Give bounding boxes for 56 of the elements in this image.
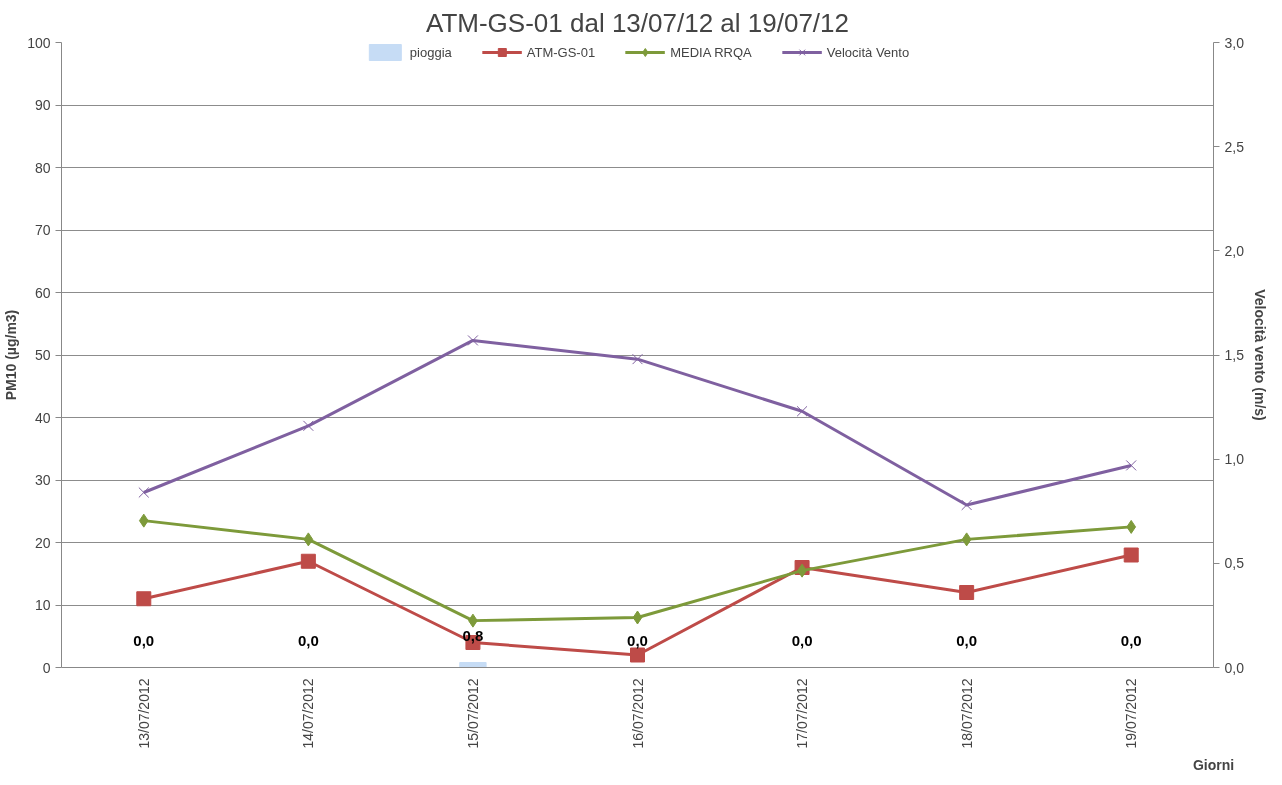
x-tick-label: 16/07/2012 bbox=[629, 678, 646, 749]
y2-tick-label: 2,5 bbox=[1224, 138, 1245, 155]
x-tick-label: 13/07/2012 bbox=[135, 678, 152, 749]
point bbox=[796, 405, 808, 417]
point bbox=[959, 585, 975, 600]
data-label: 0,0 bbox=[956, 631, 978, 649]
y-tick-label: 90 bbox=[34, 97, 51, 113]
point bbox=[138, 513, 149, 528]
point bbox=[961, 532, 972, 547]
x-axis-title: Giorni bbox=[1192, 756, 1235, 773]
data-label: 0,8 bbox=[462, 626, 484, 644]
point bbox=[303, 532, 314, 547]
y-tick-label: 0 bbox=[42, 659, 51, 676]
point bbox=[961, 499, 973, 511]
y-tick-label: 40 bbox=[34, 409, 51, 426]
x-tick-label: 18/07/2012 bbox=[958, 678, 975, 749]
data-label: 0,0 bbox=[133, 631, 155, 649]
legend-label: Velocità Vento bbox=[826, 44, 910, 60]
legend-label: ATM-GS-01 bbox=[526, 44, 596, 60]
point bbox=[1126, 519, 1137, 534]
point bbox=[136, 591, 152, 607]
x-tick-label: 19/07/2012 bbox=[1123, 678, 1140, 749]
y2-tick-label: 1,0 bbox=[1224, 451, 1245, 468]
data-label: 0,0 bbox=[791, 631, 813, 649]
y-tick-label: 10 bbox=[34, 597, 51, 613]
y-tick-label: 100 bbox=[27, 34, 51, 51]
point bbox=[300, 553, 316, 569]
data-label: 0,0 bbox=[1120, 631, 1142, 649]
point bbox=[632, 353, 643, 365]
point bbox=[1123, 547, 1139, 563]
legend-label: MEDIA RRQA bbox=[670, 44, 752, 60]
x-tick-label: 14/07/2012 bbox=[300, 678, 317, 749]
data-label: 0,0 bbox=[297, 631, 319, 649]
y-tick-label: 50 bbox=[34, 347, 51, 363]
y2-tick-label: 2,0 bbox=[1224, 242, 1245, 259]
x-tick-label: 15/07/2012 bbox=[464, 678, 481, 749]
point bbox=[632, 610, 643, 625]
y-tick-label: 70 bbox=[34, 222, 51, 238]
point bbox=[302, 420, 314, 432]
y-tick-label: 80 bbox=[34, 159, 51, 176]
legend-label: pioggia bbox=[409, 44, 452, 60]
point bbox=[1125, 459, 1137, 471]
y2-tick-label: 0,5 bbox=[1224, 555, 1245, 572]
point bbox=[138, 487, 150, 498]
y-tick-label: 20 bbox=[34, 534, 51, 551]
x-tick-label: 17/07/2012 bbox=[794, 678, 811, 749]
chart-title: ATM-GS-01 dal 13/07/12 al 19/07/12 bbox=[426, 7, 849, 38]
y2-tick-label: 1,5 bbox=[1224, 347, 1245, 363]
point bbox=[467, 334, 479, 346]
y2-tick-label: 0,0 bbox=[1224, 659, 1245, 676]
y-tick-label: 30 bbox=[34, 472, 51, 488]
y-tick-label: 60 bbox=[34, 284, 51, 301]
y2-tick-label: 3,0 bbox=[1224, 34, 1245, 51]
y2-axis-title: Velocità vento (m/s) bbox=[1251, 289, 1268, 421]
y-axis-title: PM10 (µg/m3) bbox=[3, 309, 20, 401]
data-label: 0,0 bbox=[627, 631, 648, 649]
